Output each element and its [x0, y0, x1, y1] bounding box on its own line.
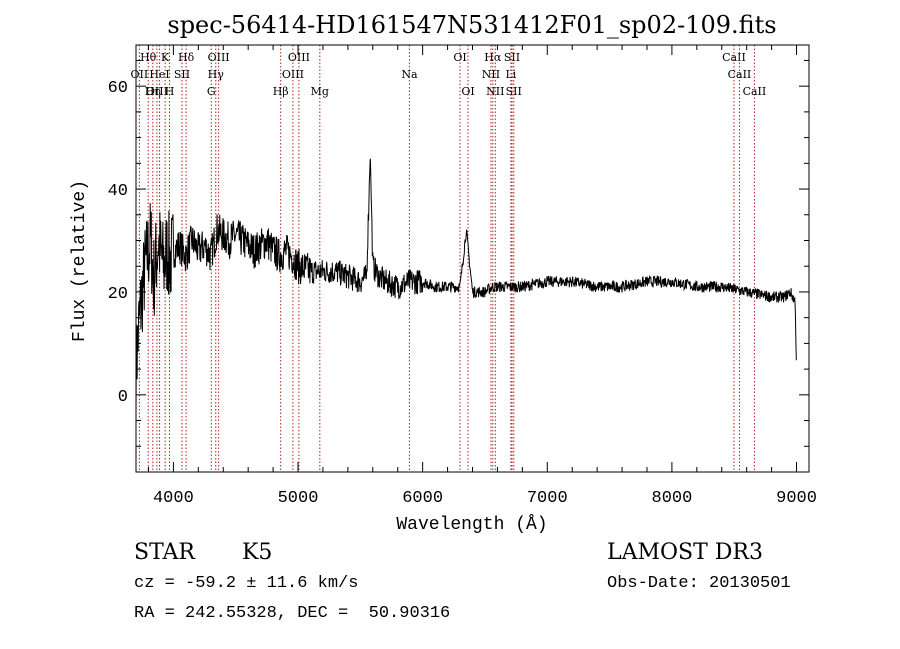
- line-marker-label: CaII: [743, 85, 767, 98]
- obs-date: Obs-Date: 20130501: [607, 574, 791, 593]
- line-marker-label: G: [207, 85, 216, 98]
- y-axis: 0 20 40 60: [108, 59, 809, 447]
- line-marker-label: K: [161, 51, 170, 64]
- line-marker-label: Li: [505, 68, 516, 81]
- x-tick-label: 9000: [776, 489, 817, 508]
- y-tick-label: 0: [118, 388, 128, 407]
- line-marker-label: OIII: [208, 51, 230, 64]
- y-tick-label: 60: [108, 79, 128, 98]
- object-class: STAR: [134, 540, 195, 565]
- line-marker-label: OIII: [288, 51, 310, 64]
- line-marker-label: OI: [461, 85, 474, 98]
- line-marker-label: Hθ: [140, 51, 157, 64]
- line-marker-label: CaII: [728, 68, 752, 81]
- line-marker-label: H: [165, 85, 175, 98]
- line-marker-label: Mg: [311, 85, 329, 98]
- line-marker-label: SII: [174, 68, 190, 81]
- chart-title: spec-56414-HD161547N531412F01_sp02-109.f…: [167, 11, 776, 39]
- spectrum-series: [135, 158, 797, 416]
- x-tick-label: 7000: [527, 489, 568, 508]
- y-axis-label: Flux (relative): [70, 180, 90, 342]
- x-axis-label: Wavelength (Å): [396, 514, 547, 535]
- y-tick-label: 20: [108, 285, 128, 304]
- line-marker-label: Na: [401, 68, 418, 81]
- x-axis: 4000 5000 6000 7000 8000 9000: [147, 45, 817, 508]
- line-marker-label: SII: [506, 85, 522, 98]
- line-marker-label: CaII: [722, 51, 746, 64]
- x-tick-label: 5000: [278, 489, 319, 508]
- y-tick-label: 40: [108, 182, 128, 201]
- coordinates: RA = 242.55328, DEC = 50.90316: [134, 604, 451, 623]
- line-marker-label: OI: [453, 51, 466, 64]
- x-tick-label: 4000: [153, 489, 194, 508]
- redshift-text: cz = -59.2 ± 11.6 km/s: [134, 574, 359, 593]
- line-marker-label: Hβ: [273, 85, 289, 98]
- line-marker-label: SII: [504, 51, 520, 64]
- line-marker-label: Hα: [484, 51, 502, 64]
- line-marker-label: Hη: [145, 85, 161, 98]
- plot-frame: [135, 44, 810, 473]
- line-marker-label: OII: [131, 68, 149, 81]
- x-tick-label: 6000: [402, 489, 443, 508]
- line-marker-label: HeI: [149, 68, 169, 81]
- line-marker-label: OIII: [282, 68, 304, 81]
- line-marker-label: NII: [482, 68, 500, 81]
- survey-name: LAMOST DR3: [607, 540, 763, 565]
- line-marker-label: NII: [486, 85, 504, 98]
- line-marker-label: Hγ: [208, 68, 225, 81]
- line-marker-label: Hδ: [178, 51, 195, 64]
- object-subclass: K5: [242, 540, 273, 565]
- series-line-flux: [135, 158, 797, 416]
- x-tick-label: 8000: [652, 489, 693, 508]
- line-marker-label: OIII: [146, 85, 168, 98]
